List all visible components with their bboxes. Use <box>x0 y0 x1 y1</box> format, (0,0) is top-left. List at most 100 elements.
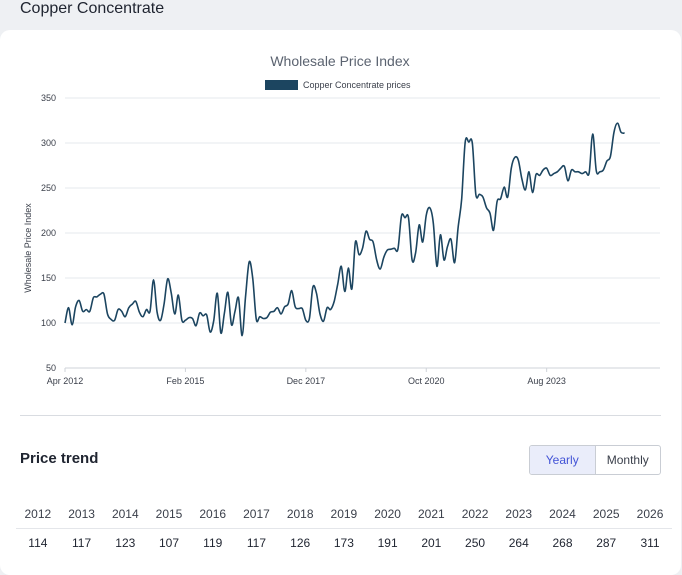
data-point[interactable] <box>112 317 118 323</box>
data-point[interactable] <box>501 184 507 190</box>
data-point[interactable] <box>519 176 525 182</box>
data-point[interactable] <box>331 298 337 304</box>
data-point[interactable] <box>381 254 387 260</box>
data-point[interactable] <box>622 130 628 136</box>
data-point[interactable] <box>328 307 334 313</box>
data-point[interactable] <box>66 305 72 311</box>
data-point[interactable] <box>537 172 543 178</box>
data-point[interactable] <box>423 212 429 218</box>
data-point[interactable] <box>360 245 366 251</box>
data-point[interactable] <box>427 205 433 211</box>
data-point[interactable] <box>299 306 305 312</box>
data-point[interactable] <box>87 308 93 314</box>
data-point[interactable] <box>395 246 401 252</box>
data-point[interactable] <box>377 266 383 272</box>
data-point[interactable] <box>615 120 621 126</box>
data-point[interactable] <box>406 215 412 221</box>
data-point[interactable] <box>133 298 139 304</box>
data-point[interactable] <box>310 284 316 290</box>
data-point[interactable] <box>122 314 128 320</box>
data-point[interactable] <box>225 289 231 295</box>
data-point[interactable] <box>349 286 355 292</box>
data-point[interactable] <box>151 277 157 283</box>
data-point[interactable] <box>480 194 486 200</box>
data-point[interactable] <box>452 260 458 266</box>
data-point[interactable] <box>338 263 344 269</box>
data-point[interactable] <box>236 295 242 301</box>
data-point[interactable] <box>434 263 440 269</box>
data-point[interactable] <box>430 220 436 226</box>
data-point[interactable] <box>611 129 617 135</box>
data-point[interactable] <box>342 289 348 295</box>
data-point[interactable] <box>445 244 451 250</box>
data-point[interactable] <box>356 252 362 258</box>
data-point[interactable] <box>526 169 532 175</box>
data-point[interactable] <box>437 232 443 238</box>
yearly-toggle-button[interactable]: Yearly <box>530 446 596 474</box>
data-point[interactable] <box>158 317 164 323</box>
data-point[interactable] <box>218 330 224 336</box>
data-point[interactable] <box>161 300 167 306</box>
data-point[interactable] <box>600 167 606 173</box>
data-point[interactable] <box>459 196 465 202</box>
data-point[interactable] <box>73 304 79 310</box>
data-point[interactable] <box>250 275 256 281</box>
data-point[interactable] <box>508 165 514 171</box>
data-point[interactable] <box>221 310 227 316</box>
data-point[interactable] <box>409 257 415 263</box>
data-point[interactable] <box>321 318 327 324</box>
data-point[interactable] <box>455 225 461 231</box>
data-point[interactable] <box>232 308 238 314</box>
data-point[interactable] <box>172 311 178 317</box>
data-point[interactable] <box>565 178 571 184</box>
data-point[interactable] <box>317 311 323 317</box>
data-point[interactable] <box>483 205 489 211</box>
data-point[interactable] <box>498 196 504 202</box>
data-point[interactable] <box>413 250 419 256</box>
data-point[interactable] <box>448 236 454 242</box>
data-point[interactable] <box>119 308 125 314</box>
data-point[interactable] <box>363 228 369 234</box>
data-point[interactable] <box>544 165 550 171</box>
data-point[interactable] <box>275 305 281 311</box>
data-point[interactable] <box>62 320 68 326</box>
data-point[interactable] <box>345 265 351 271</box>
data-point[interactable] <box>607 154 613 160</box>
data-point[interactable] <box>105 311 111 317</box>
data-point[interactable] <box>239 333 245 339</box>
data-point[interactable] <box>561 163 567 169</box>
data-point[interactable] <box>228 322 234 328</box>
data-point[interactable] <box>469 140 475 146</box>
data-point[interactable] <box>505 194 511 200</box>
data-point[interactable] <box>243 293 249 299</box>
legend-label[interactable]: Copper Concentrate prices <box>303 80 411 90</box>
data-point[interactable] <box>289 288 295 294</box>
data-point[interactable] <box>175 292 181 298</box>
data-point[interactable] <box>264 315 270 321</box>
data-point[interactable] <box>101 291 107 297</box>
data-point[interactable] <box>420 239 426 245</box>
data-point[interactable] <box>211 317 217 323</box>
data-point[interactable] <box>246 259 252 265</box>
monthly-toggle-button[interactable]: Monthly <box>606 453 649 467</box>
data-point[interactable] <box>69 322 75 328</box>
data-point[interactable] <box>76 298 82 304</box>
data-point[interactable] <box>416 222 422 228</box>
data-point[interactable] <box>530 190 536 196</box>
data-point[interactable] <box>140 314 146 320</box>
data-point[interactable] <box>522 187 528 193</box>
data-point[interactable] <box>190 316 196 322</box>
data-point[interactable] <box>285 301 291 307</box>
data-point[interactable] <box>306 316 312 322</box>
legend-swatch[interactable] <box>265 80 298 90</box>
data-point[interactable] <box>491 227 497 233</box>
data-point[interactable] <box>165 276 171 282</box>
data-point[interactable] <box>313 290 319 296</box>
data-point[interactable] <box>487 210 493 216</box>
data-point[interactable] <box>515 157 521 163</box>
data-point[interactable] <box>278 311 284 317</box>
data-point[interactable] <box>147 308 153 314</box>
data-point[interactable] <box>154 309 160 315</box>
data-point[interactable] <box>370 239 376 245</box>
data-point[interactable] <box>352 239 358 245</box>
